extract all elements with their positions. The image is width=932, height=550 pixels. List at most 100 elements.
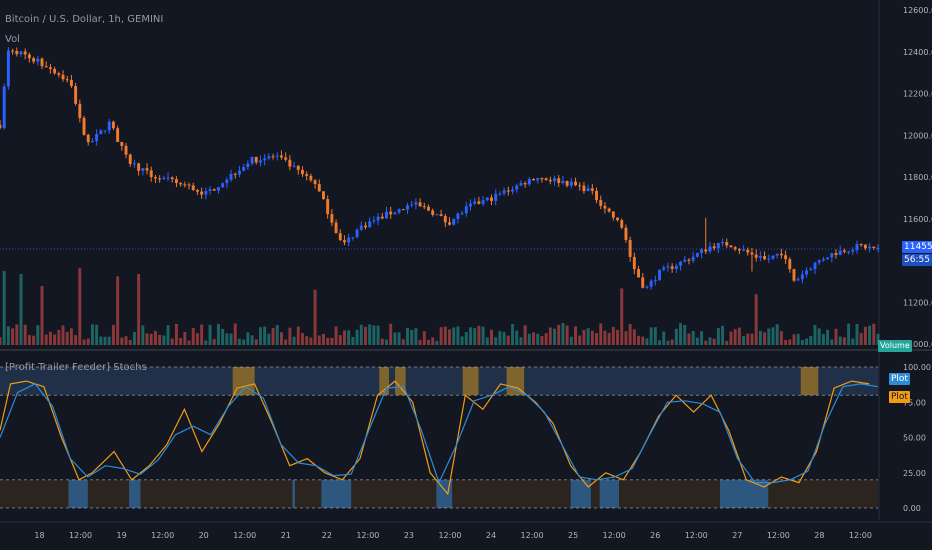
volume-bar: [229, 333, 233, 345]
volume-bar: [322, 333, 325, 345]
candle-body: [473, 201, 477, 204]
volume-bar: [414, 328, 418, 345]
candle-body: [372, 220, 376, 222]
candle-body: [330, 214, 334, 223]
volume-bar: [284, 339, 288, 345]
candle-body: [502, 190, 506, 194]
volume-bar: [733, 329, 737, 345]
candle-body: [170, 177, 174, 180]
candle-body: [523, 183, 527, 185]
candle-body: [674, 265, 678, 269]
candle-body: [439, 214, 443, 217]
volume-bar: [725, 340, 729, 345]
candle-body: [162, 177, 166, 179]
volume-bar: [317, 335, 321, 345]
price-tick-label: 11200.00: [903, 298, 932, 307]
volume-bar: [149, 333, 153, 345]
volume-bar: [204, 340, 208, 345]
candle-body: [746, 249, 750, 253]
candle-body: [334, 222, 338, 234]
candle-body: [422, 206, 426, 208]
volume-bar: [65, 331, 69, 345]
volume-bar: [779, 331, 783, 345]
candle-body: [90, 141, 94, 143]
volume-bar: [506, 335, 510, 345]
volume-bar: [548, 327, 552, 345]
candle-body: [385, 211, 388, 219]
volume-bar: [82, 339, 86, 345]
candle-body: [586, 188, 590, 192]
volume-bar: [527, 333, 531, 345]
candle-body: [729, 245, 733, 248]
volume-bar: [275, 325, 279, 345]
candle-body: [305, 174, 309, 176]
volume-bar: [842, 337, 846, 345]
volume-bar: [195, 333, 199, 345]
volume-bar: [406, 327, 409, 345]
candle-body: [477, 201, 481, 204]
time-tick-label: 12:00: [521, 531, 544, 540]
volume-bar: [729, 331, 733, 345]
volume-bar: [95, 324, 99, 345]
plot-label-k: Plot: [889, 391, 910, 403]
volume-bar: [40, 286, 44, 345]
volume-bar: [431, 337, 435, 345]
volume-bar: [624, 331, 628, 345]
volume-bar: [27, 335, 31, 345]
volume-bar: [536, 333, 540, 345]
volume-bar: [821, 333, 825, 345]
volume-bar: [258, 327, 262, 345]
volume-bar: [338, 335, 342, 345]
volume-bar: [128, 340, 132, 345]
candle-body: [263, 158, 267, 161]
candle-body: [86, 134, 90, 143]
candle-body: [0, 124, 2, 128]
overbought-signal-zone: [462, 367, 479, 396]
volume-bar: [679, 323, 683, 345]
candle-body: [540, 178, 544, 180]
candle-body: [174, 179, 178, 184]
volume-bar: [649, 327, 653, 345]
stoch-k-line: [0, 380, 870, 496]
volume-bar: [834, 328, 838, 345]
candle-body: [343, 240, 346, 243]
candle-body: [775, 253, 779, 256]
volume-bar: [561, 323, 565, 345]
volume-bar: [620, 288, 624, 345]
candle-body: [863, 244, 867, 249]
candle-body: [145, 168, 149, 171]
candle-body: [166, 177, 170, 179]
time-tick-label: 23: [404, 531, 414, 540]
volume-bar: [78, 268, 82, 345]
volume-bar: [23, 324, 27, 345]
volume-bar: [607, 332, 611, 345]
volume-bar: [464, 332, 468, 345]
candle-body: [796, 279, 800, 281]
volume-bar: [145, 333, 149, 345]
volume-bar: [166, 325, 170, 345]
candle-body: [359, 225, 363, 230]
volume-bar: [427, 339, 430, 345]
time-tick-label: 12:00: [69, 531, 92, 540]
price-tick-label: 11600.00: [903, 215, 932, 224]
candle-body: [687, 259, 691, 261]
candle-body: [99, 130, 103, 135]
time-tick-label: 22: [322, 531, 332, 540]
candle-body: [237, 170, 241, 175]
volume-bar: [347, 330, 351, 345]
candle-body: [494, 193, 498, 201]
candle-body: [779, 253, 783, 256]
candle-body: [69, 79, 73, 87]
volume-bar: [99, 336, 103, 345]
volume-bar: [401, 339, 405, 345]
volume-bar: [48, 331, 52, 345]
volume-bar: [658, 340, 662, 345]
volume-bar: [418, 339, 422, 345]
volume-bar: [351, 336, 355, 345]
candle-body: [771, 255, 775, 259]
volume-bar: [397, 332, 401, 345]
candle-body: [116, 128, 120, 142]
volume-bar: [233, 323, 237, 345]
volume-bar: [191, 327, 195, 345]
